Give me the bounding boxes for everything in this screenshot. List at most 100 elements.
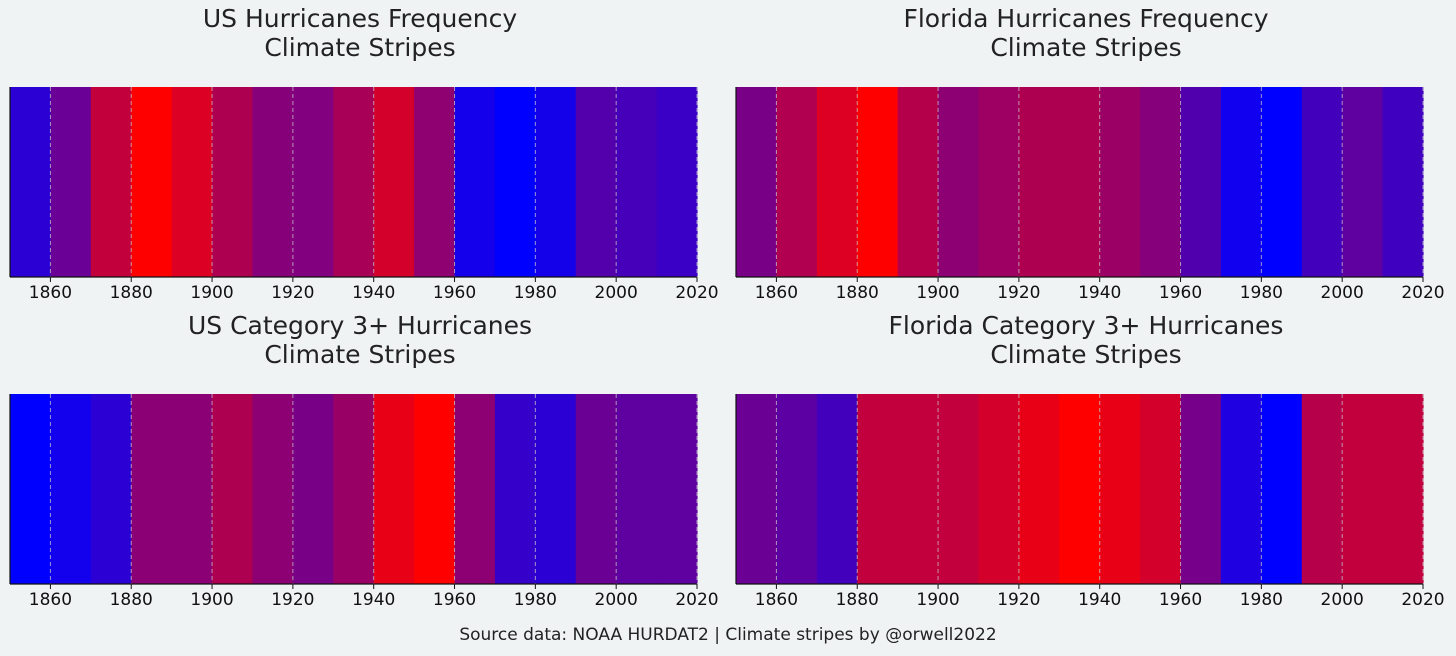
stripe-2000 [1342, 394, 1384, 584]
stripes-plot: 1860 1880 1900 1920 1940 1960 1980 2000 2020 [9, 394, 719, 610]
stripe-2000 [616, 394, 658, 584]
stripe-1900 [938, 87, 980, 277]
stripe-1900 [212, 87, 254, 277]
stripe-1930 [333, 394, 375, 584]
stripe-1880 [131, 394, 173, 584]
stripe-1900 [938, 394, 980, 584]
chart-title: Florida Category 3+ Hurricanes Climate S… [726, 311, 1446, 369]
tick-label-2020: 2020 [675, 283, 718, 303]
tick-label-1940: 1940 [1078, 283, 1121, 303]
stripe-1920 [1018, 394, 1060, 584]
stripe-2010 [1382, 87, 1424, 277]
stripe-1990 [575, 394, 617, 584]
tick-label-1960: 1960 [433, 590, 476, 610]
stripes-plot: 1860 1880 1900 1920 1940 1960 1980 2000 2020 [735, 394, 1445, 610]
tick-label-1880: 1880 [836, 590, 879, 610]
stripe-2000 [1342, 87, 1384, 277]
chart-title-line-1: US Category 3+ Hurricanes [187, 311, 533, 340]
stripe-1850 [736, 394, 778, 584]
stripe-2000 [616, 87, 658, 277]
tick-label-1880: 1880 [836, 283, 879, 303]
chart-title-line-2: Climate Stripes [990, 340, 1182, 369]
stripe-1920 [1018, 87, 1060, 277]
tick-label-1920: 1920 [271, 590, 314, 610]
stripe-1990 [1301, 394, 1343, 584]
stripe-1850 [10, 394, 52, 584]
stripe-1950 [1140, 394, 1182, 584]
stripe-1860 [776, 394, 818, 584]
stripe-1990 [575, 87, 617, 277]
stripe-2010 [656, 394, 698, 584]
stripe-1870 [816, 394, 858, 584]
source-credit: Source data: NOAA HURDAT2 | Climate stri… [459, 625, 997, 645]
stripe-1860 [50, 87, 92, 277]
stripe-1950 [414, 394, 456, 584]
stripe-1860 [776, 87, 818, 277]
stripe-2010 [656, 87, 698, 277]
tick-label-1960: 1960 [433, 283, 476, 303]
stripe-1990 [1301, 87, 1343, 277]
tick-label-1860: 1860 [755, 283, 798, 303]
stripes-plot: 1860 1880 1900 1920 1940 1960 1980 2000 2020 [9, 87, 719, 303]
stripe-1960 [1180, 87, 1222, 277]
chart-title: US Hurricanes Frequency Climate Stripes [0, 4, 720, 62]
chart-us-frequency: US Hurricanes Frequency Climate Stripes … [0, 0, 720, 303]
stripe-1970 [494, 87, 536, 277]
tick-label-1900: 1900 [916, 283, 959, 303]
chart-us-category3: US Category 3+ Hurricanes Climate Stripe… [0, 307, 720, 610]
stripe-1880 [857, 394, 899, 584]
tick-label-2020: 2020 [1401, 283, 1444, 303]
stripe-1930 [1059, 394, 1101, 584]
stripe-1980 [535, 87, 577, 277]
tick-label-1980: 1980 [514, 283, 557, 303]
stripe-1890 [897, 87, 939, 277]
stripe-1910 [252, 87, 294, 277]
stripe-1910 [978, 394, 1020, 584]
tick-label-1980: 1980 [1240, 590, 1283, 610]
tick-label-1920: 1920 [997, 283, 1040, 303]
tick-label-2000: 2000 [595, 283, 638, 303]
stripe-1880 [131, 87, 173, 277]
tick-label-2000: 2000 [595, 590, 638, 610]
stripe-1940 [1099, 87, 1141, 277]
tick-label-1920: 1920 [997, 590, 1040, 610]
chart-title-line-2: Climate Stripes [264, 340, 456, 369]
stripe-1960 [454, 394, 496, 584]
tick-label-1860: 1860 [755, 590, 798, 610]
chart-title-line-1: Florida Category 3+ Hurricanes [888, 311, 1284, 340]
stripe-1880 [857, 87, 899, 277]
tick-label-1880: 1880 [110, 283, 153, 303]
tick-label-1860: 1860 [29, 590, 72, 610]
tick-label-1900: 1900 [190, 283, 233, 303]
tick-label-1880: 1880 [110, 590, 153, 610]
stripe-1980 [1261, 87, 1303, 277]
stripe-1930 [1059, 87, 1101, 277]
stripe-1910 [252, 394, 294, 584]
tick-label-2000: 2000 [1321, 283, 1364, 303]
tick-label-1940: 1940 [352, 590, 395, 610]
stripe-1870 [90, 394, 132, 584]
stripe-1870 [816, 87, 858, 277]
stripe-1970 [1220, 394, 1262, 584]
stripe-1920 [292, 87, 334, 277]
stripe-1930 [333, 87, 375, 277]
stripe-1980 [1261, 394, 1303, 584]
tick-label-1960: 1960 [1159, 590, 1202, 610]
stripe-1950 [414, 87, 456, 277]
tick-label-1900: 1900 [190, 590, 233, 610]
chart-florida-category3: Florida Category 3+ Hurricanes Climate S… [726, 307, 1446, 610]
stripe-1900 [212, 394, 254, 584]
chart-title-line-1: US Hurricanes Frequency [202, 4, 518, 33]
stripe-1890 [897, 394, 939, 584]
stripe-1980 [535, 394, 577, 584]
tick-label-1940: 1940 [352, 283, 395, 303]
stripe-1950 [1140, 87, 1182, 277]
stripe-1890 [171, 394, 213, 584]
stripe-1940 [1099, 394, 1141, 584]
tick-label-2000: 2000 [1321, 590, 1364, 610]
chart-title-line-1: Florida Hurricanes Frequency [903, 4, 1269, 33]
chart-title-line-2: Climate Stripes [264, 33, 456, 62]
stripe-2010 [1382, 394, 1424, 584]
stripe-1940 [373, 87, 415, 277]
stripe-1970 [494, 394, 536, 584]
